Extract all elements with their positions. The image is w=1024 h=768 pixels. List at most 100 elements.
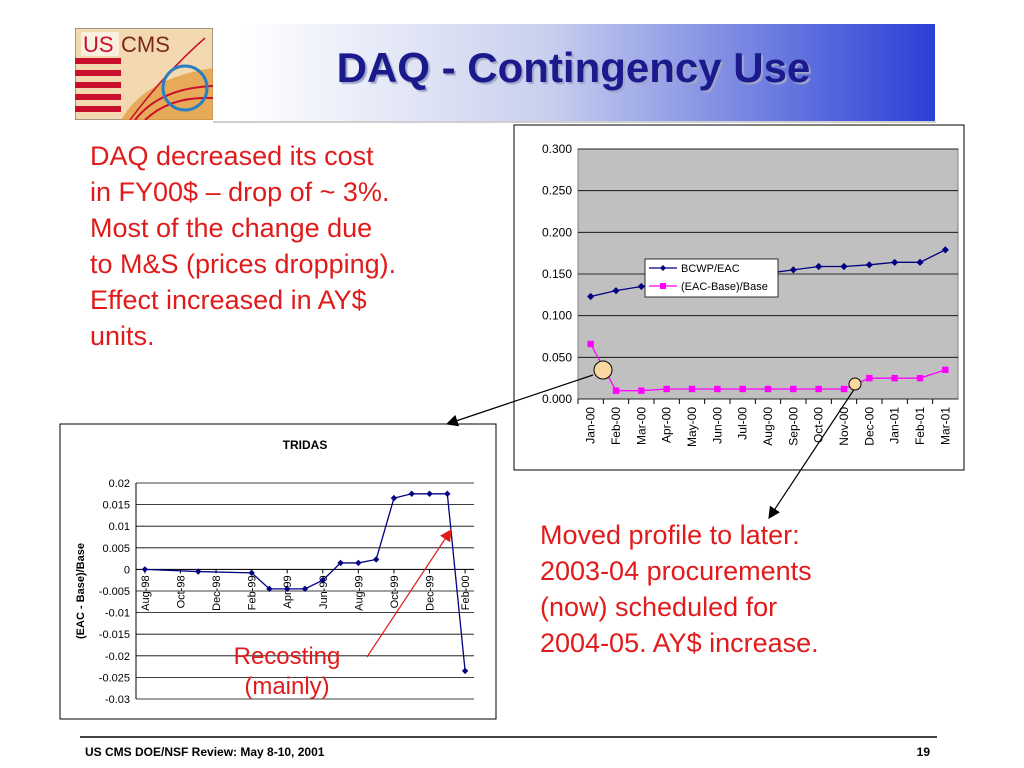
- legend-box: [644, 258, 779, 298]
- data-point-diamond: [612, 287, 620, 295]
- data-point-square: [688, 385, 696, 393]
- chart1-y-tick-label: 0.250: [542, 184, 572, 198]
- data-point-square: [660, 283, 666, 289]
- recosting-arrow: [366, 528, 452, 658]
- us-cms-logo: US CMS: [75, 28, 213, 120]
- data-point-diamond: [426, 490, 433, 497]
- data-point-square: [790, 385, 797, 393]
- chart2-y-tick-label: -0.005: [99, 586, 130, 598]
- chart1-y-tick-label: 0.150: [542, 267, 572, 281]
- left-text-block: DAQ decreased its cost in FY00$ – drop o…: [90, 138, 490, 354]
- chart1-y-tick-label: 0.200: [542, 225, 572, 239]
- data-point-diamond: [355, 559, 362, 567]
- chart1-x-tick-label: May-00: [685, 407, 699, 447]
- chart1-y-tick-label: 0.300: [542, 142, 572, 156]
- left-text-line: units.: [90, 321, 155, 351]
- data-point-diamond: [444, 490, 451, 497]
- data-point-square: [764, 385, 772, 393]
- data-point-diamond: [789, 266, 797, 274]
- chart2-x-tick-label: Dec-99: [425, 575, 437, 610]
- left-text-line: in FY00$ – drop of ~ 3%.: [90, 177, 390, 207]
- logo-stripes: [75, 58, 121, 112]
- chart1-x-tick-label: Feb-00: [609, 407, 623, 445]
- chart2-x-tick-label: Oct-99: [389, 575, 401, 608]
- chart1-x-tick-label: Oct-00: [812, 407, 826, 443]
- chart2-x-tick-label: Feb-99: [247, 575, 259, 610]
- data-point-diamond: [587, 292, 595, 301]
- chart2-y-tick-label: 0: [124, 564, 130, 576]
- chart2-y-axis-label: (EAC - Base)/Base: [75, 543, 87, 639]
- data-point-diamond: [319, 577, 326, 584]
- chart1-x-tick-label: Jan-00: [584, 407, 598, 444]
- logo-text-us: US: [83, 32, 114, 57]
- chart2-x-tick-label: Aug-99: [353, 575, 365, 610]
- data-point-diamond: [372, 556, 380, 563]
- chart2-y-tick-label: -0.015: [99, 629, 130, 641]
- chart2-x-tick-label: Apr-99: [282, 575, 294, 608]
- highlight-circle: [593, 360, 613, 380]
- data-point-diamond: [891, 258, 899, 266]
- data-point-diamond: [941, 246, 949, 254]
- data-point-diamond: [284, 585, 291, 593]
- arrow-to-right-text: [768, 387, 856, 520]
- data-point-diamond: [266, 585, 273, 593]
- data-point-square: [866, 374, 873, 382]
- chart2-x-tick-label: Oct-98: [175, 575, 187, 608]
- right-text-line: 2004-05. AY$ increase.: [540, 628, 819, 658]
- data-point-diamond: [337, 559, 344, 567]
- chart1-x-tick-label: Mar-01: [938, 407, 952, 445]
- chart2-y-tick-label: -0.03: [105, 694, 130, 706]
- chart2-y-tick-label: 0.01: [109, 521, 130, 533]
- header-band: [70, 24, 935, 122]
- header-underline: [213, 121, 936, 123]
- footer-text: US CMS DOE/NSF Review: May 8-10, 2001: [85, 745, 325, 759]
- data-point-diamond: [660, 265, 666, 271]
- data-point-diamond: [301, 585, 309, 593]
- right-text-line: 2003-04 procurements: [540, 556, 812, 586]
- logo-text-cms: CMS: [121, 32, 170, 57]
- annotation-line: Recosting: [233, 643, 341, 670]
- recosting-annotation: Recosting (mainly): [212, 642, 362, 702]
- chart1-x-tick-label: Dec-00: [862, 407, 876, 446]
- left-text-line: Effect increased in AY$: [90, 285, 367, 315]
- chart2-x-tick-label: Aug-98: [140, 575, 152, 610]
- footer-divider: [80, 736, 937, 738]
- chart2-y-tick-label: 0.015: [102, 500, 130, 512]
- data-point-square: [587, 340, 594, 348]
- data-point-square: [739, 385, 746, 393]
- chart2-y-tick-label: -0.025: [99, 672, 130, 684]
- legend-entry: BCWP/EAC: [681, 263, 740, 275]
- right-text-block: Moved profile to later: 2003-04 procurem…: [540, 517, 960, 661]
- data-point-diamond: [840, 262, 848, 271]
- data-point-square: [942, 366, 949, 374]
- chart1-y-tick-label: 0.100: [542, 309, 572, 323]
- data-point-square: [638, 387, 645, 394]
- chart1-x-tick-label: Apr-00: [660, 407, 674, 443]
- data-point-square: [891, 374, 898, 382]
- chart2-y-tick-label: -0.02: [105, 651, 130, 663]
- chart2-x-tick-label: Jun-99: [318, 575, 330, 609]
- chart1-x-tick-label: Nov-00: [837, 407, 851, 446]
- chart2-x-tick-label: Dec-98: [211, 575, 223, 610]
- chart2-y-tick-label: -0.01: [105, 608, 130, 620]
- data-point-diamond: [195, 568, 202, 575]
- arrow-to-tridas: [445, 374, 594, 427]
- data-point-square: [840, 385, 848, 393]
- chart2-x-tick-label: Feb-00: [460, 575, 472, 610]
- right-text-line: (now) scheduled for: [540, 592, 778, 622]
- data-point-diamond: [141, 566, 149, 573]
- left-text-line: to M&S (prices dropping).: [90, 249, 397, 279]
- page-number: 19: [916, 745, 930, 759]
- slide-title: DAQ - Contingency Use: [336, 44, 811, 91]
- data-point-diamond: [461, 667, 469, 675]
- chart2-y-tick-label: 0.005: [102, 543, 130, 555]
- data-point-square: [916, 374, 924, 382]
- chart1-x-tick-label: Jan-01: [888, 407, 902, 444]
- chart2-y-tick-label: 0.02: [109, 478, 130, 490]
- left-text-line: DAQ decreased its cost: [90, 141, 374, 171]
- chart1-y-tick-label: 0.050: [542, 350, 572, 364]
- chart1-legend: BCWP/EAC (EAC-Base)/Base: [644, 258, 779, 298]
- annotation-line: (mainly): [244, 673, 330, 700]
